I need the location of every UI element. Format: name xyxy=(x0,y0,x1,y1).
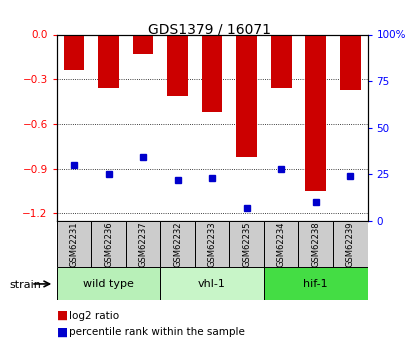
Text: wild type: wild type xyxy=(83,279,134,289)
Text: GSM62231: GSM62231 xyxy=(69,221,79,267)
Bar xyxy=(160,221,195,267)
Text: percentile rank within the sample: percentile rank within the sample xyxy=(69,327,245,337)
Bar xyxy=(63,34,84,70)
Bar xyxy=(57,267,160,300)
Bar xyxy=(57,221,91,267)
Text: strain: strain xyxy=(9,280,41,289)
Bar xyxy=(305,34,326,191)
Bar xyxy=(202,34,223,112)
Text: GDS1379 / 16071: GDS1379 / 16071 xyxy=(149,22,271,37)
Bar xyxy=(340,34,361,90)
Bar xyxy=(133,34,153,54)
Text: vhl-1: vhl-1 xyxy=(198,279,226,289)
Text: GSM62235: GSM62235 xyxy=(242,221,251,267)
Bar xyxy=(236,34,257,157)
Text: GSM62234: GSM62234 xyxy=(277,221,286,267)
Bar xyxy=(264,221,299,267)
Text: ■: ■ xyxy=(57,309,68,322)
Bar xyxy=(195,221,229,267)
Text: GSM62238: GSM62238 xyxy=(311,221,320,267)
Bar xyxy=(264,267,368,300)
Bar xyxy=(91,221,126,267)
Bar xyxy=(229,221,264,267)
Text: GSM62236: GSM62236 xyxy=(104,221,113,267)
Bar xyxy=(167,34,188,96)
Text: GSM62233: GSM62233 xyxy=(207,221,217,267)
Bar xyxy=(333,221,368,267)
Text: GSM62239: GSM62239 xyxy=(346,221,355,267)
Text: hif-1: hif-1 xyxy=(303,279,328,289)
Bar xyxy=(126,221,160,267)
Bar xyxy=(299,221,333,267)
Bar xyxy=(160,267,264,300)
Text: log2 ratio: log2 ratio xyxy=(69,311,119,321)
Text: ■: ■ xyxy=(57,325,68,338)
Bar xyxy=(98,34,119,88)
Text: GSM62237: GSM62237 xyxy=(139,221,147,267)
Bar xyxy=(271,34,291,88)
Text: GSM62232: GSM62232 xyxy=(173,221,182,267)
